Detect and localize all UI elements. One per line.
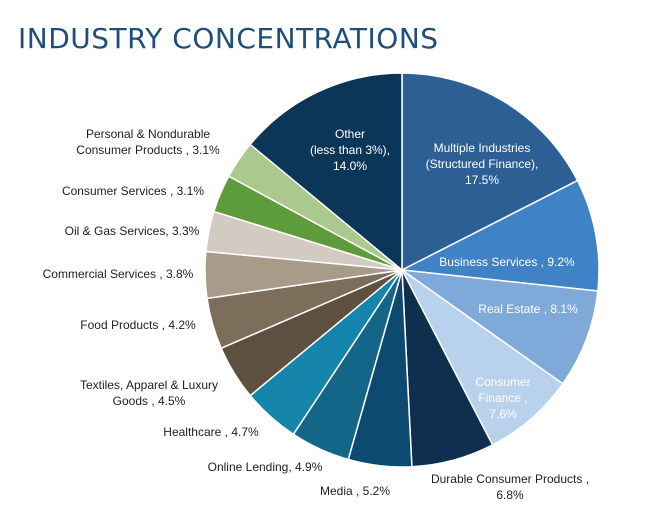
slice-label: Multiple Industries (Structured Finance),… — [426, 141, 539, 187]
slice-label-line: Other — [335, 127, 365, 141]
slice-label: Consumer Services , 3.1% — [62, 184, 204, 198]
slice-label-line: 6.8% — [496, 488, 524, 502]
slice-label-line: (Structured Finance), — [426, 157, 539, 171]
pie-slice — [401, 72, 579, 272]
slice-label: Textiles, Apparel & Luxury Goods , 4.5% — [80, 378, 218, 408]
slice-label-line: Oil & Gas Services, 3.3% — [65, 224, 200, 238]
slice-label: Media , 5.2% — [320, 484, 390, 498]
pie-slice — [399, 179, 600, 292]
slice-label: Consumer Finance , 7.6% — [475, 375, 530, 421]
slice-label-line: Food Products , 4.2% — [80, 318, 196, 332]
pie-slice — [249, 72, 403, 272]
slice-label-line: Healthcare , 4.7% — [163, 425, 259, 439]
slice-label-line: (less than 3%), — [310, 143, 390, 157]
slice-label-line: Multiple Industries — [434, 141, 531, 155]
slice-label-line: Finance , — [478, 391, 527, 405]
pie-slice — [399, 268, 599, 385]
slice-label-line: Consumer Products , 3.1% — [76, 143, 220, 157]
slice-label-line: Textiles, Apparel & Luxury — [80, 378, 218, 392]
pie-slices — [204, 72, 600, 468]
slice-label-line: Business Services , 9.2% — [439, 255, 575, 269]
chart-title: INDUSTRY CONCENTRATIONS — [18, 22, 439, 55]
slice-label-line: Real Estate , 8.1% — [478, 302, 578, 316]
slice-label: Business Services , 9.2% — [439, 255, 575, 269]
slice-label-line: 17.5% — [465, 173, 499, 187]
slice-label-line: Personal & Nondurable — [86, 127, 210, 141]
pie-labels: Multiple Industries (Structured Finance),… — [43, 127, 589, 502]
slice-label: Online Lending, 4.9% — [208, 460, 323, 474]
slice-label: Food Products , 4.2% — [80, 318, 196, 332]
slice-label-line: Goods , 4.5% — [113, 394, 186, 408]
slice-label: Healthcare , 4.7% — [163, 425, 259, 439]
slice-label: Oil & Gas Services, 3.3% — [65, 224, 200, 238]
slice-label-line: Online Lending, 4.9% — [208, 460, 323, 474]
slice-label: Real Estate , 8.1% — [478, 302, 578, 316]
slice-label-line: Media , 5.2% — [320, 484, 390, 498]
slice-label: Durable Consumer Products , 6.8% — [431, 472, 589, 502]
slice-label-line: Consumer — [475, 375, 530, 389]
slice-label: Personal & Nondurable Consumer Products ,… — [76, 127, 220, 157]
slice-label-line: 14.0% — [333, 159, 367, 173]
slice-label: Other (less than 3%), 14.0% — [310, 127, 390, 173]
slice-label-line: Commercial Services , 3.8% — [43, 267, 194, 281]
slice-label-line: Consumer Services , 3.1% — [62, 184, 204, 198]
slice-label-line: 7.6% — [489, 407, 517, 421]
slice-label-line: Durable Consumer Products , — [431, 472, 589, 486]
pie-slice — [401, 269, 564, 446]
slice-label: Commercial Services , 3.8% — [43, 267, 194, 281]
